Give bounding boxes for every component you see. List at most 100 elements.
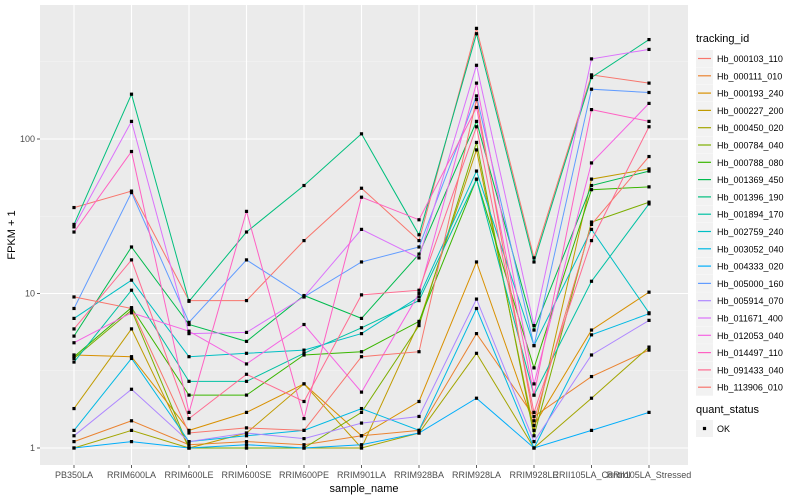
- data-point: [187, 446, 191, 450]
- data-point: [647, 200, 651, 204]
- data-point: [359, 355, 364, 359]
- data-point: [359, 446, 364, 450]
- x-tick-label: RRIM928BA: [394, 470, 444, 480]
- data-point: [72, 222, 76, 227]
- data-point: [129, 440, 134, 444]
- data-point: [532, 419, 536, 423]
- x-axis-title: sample_name: [329, 483, 398, 495]
- data-point: [647, 90, 651, 95]
- data-point: [474, 297, 479, 301]
- data-point: [532, 366, 536, 370]
- data-point: [647, 348, 651, 352]
- data-point: [589, 183, 594, 188]
- data-point: [474, 63, 479, 67]
- data-point: [532, 382, 536, 386]
- data-point: [417, 245, 421, 249]
- data-point: [244, 379, 249, 383]
- data-point: [72, 341, 76, 345]
- data-point: [244, 362, 249, 366]
- legend: tracking_id Hb_000103_110 Hb_000111_010 Hb…: [696, 33, 784, 437]
- data-point: [244, 209, 249, 213]
- data-point: [359, 443, 364, 447]
- data-point: [417, 218, 421, 222]
- data-point: [589, 428, 594, 432]
- data-point: [589, 161, 594, 165]
- data-point: [244, 410, 249, 414]
- data-point: [72, 356, 76, 361]
- data-point: [647, 185, 651, 189]
- y-axis: 1 10 100: [20, 134, 40, 453]
- data-point: [244, 393, 249, 397]
- data-point: [532, 323, 536, 328]
- shape-legend-swatch: [702, 426, 707, 431]
- data-point: [417, 414, 421, 419]
- legend-label: Hb_000227_200: [717, 106, 784, 116]
- data-point: [359, 186, 364, 190]
- data-point: [72, 327, 76, 331]
- data-point: [129, 190, 134, 195]
- data-point: [589, 374, 594, 379]
- data-point: [359, 406, 364, 411]
- data-point: [417, 399, 421, 404]
- data-point: [417, 233, 421, 237]
- legend-label: Hb_012053_040: [717, 331, 784, 341]
- data-point: [589, 75, 594, 80]
- data-point: [302, 399, 306, 404]
- data-point: [417, 288, 421, 292]
- data-point: [359, 260, 364, 264]
- legend-label: Hb_000784_040: [717, 141, 784, 151]
- data-point: [417, 256, 421, 260]
- data-point: [302, 437, 306, 441]
- data-point: [474, 94, 479, 98]
- data-point: [72, 316, 76, 320]
- data-point: [187, 393, 191, 397]
- data-point: [417, 238, 421, 243]
- data-point: [302, 351, 306, 355]
- data-point: [72, 360, 76, 364]
- data-point: [129, 327, 134, 331]
- legend-label: Hb_091433_040: [717, 365, 784, 375]
- data-point: [72, 205, 76, 210]
- legend-label: Hb_001894_170: [717, 210, 784, 220]
- data-point: [417, 252, 421, 256]
- data-point: [244, 434, 249, 438]
- data-point: [244, 372, 249, 376]
- data-point: [474, 32, 479, 36]
- data-point: [72, 353, 76, 357]
- data-point: [302, 353, 306, 357]
- legend-label: Hb_014497_110: [717, 348, 783, 358]
- data-point: [647, 125, 651, 129]
- data-point: [129, 356, 134, 361]
- data-point: [589, 333, 594, 337]
- data-point: [302, 382, 306, 386]
- legend-label: Hb_003052_040: [717, 244, 784, 254]
- data-point: [72, 446, 76, 450]
- data-point: [302, 416, 306, 421]
- legend-label: Hb_001396_190: [717, 192, 784, 202]
- data-point: [359, 195, 364, 199]
- data-point: [244, 230, 249, 234]
- data-point: [474, 81, 479, 85]
- data-point: [647, 37, 651, 42]
- y-tick-label: 1: [30, 443, 35, 453]
- data-point: [72, 230, 76, 234]
- data-point: [417, 298, 421, 303]
- data-point: [474, 125, 479, 129]
- data-point: [474, 396, 479, 400]
- data-point: [129, 245, 134, 249]
- legend-label: Hb_002759_240: [717, 227, 784, 237]
- x-tick-label: RRIM600PE: [279, 470, 329, 480]
- data-point: [302, 295, 306, 299]
- data-point: [647, 167, 651, 171]
- data-point: [474, 260, 479, 264]
- data-point: [474, 169, 479, 173]
- data-point: [244, 339, 249, 343]
- data-point: [244, 446, 249, 450]
- data-point: [647, 318, 651, 322]
- data-point: [187, 431, 191, 435]
- data-point: [474, 140, 479, 145]
- data-point: [647, 119, 651, 123]
- data-point: [589, 222, 594, 227]
- data-point: [532, 434, 536, 438]
- data-point: [417, 431, 421, 435]
